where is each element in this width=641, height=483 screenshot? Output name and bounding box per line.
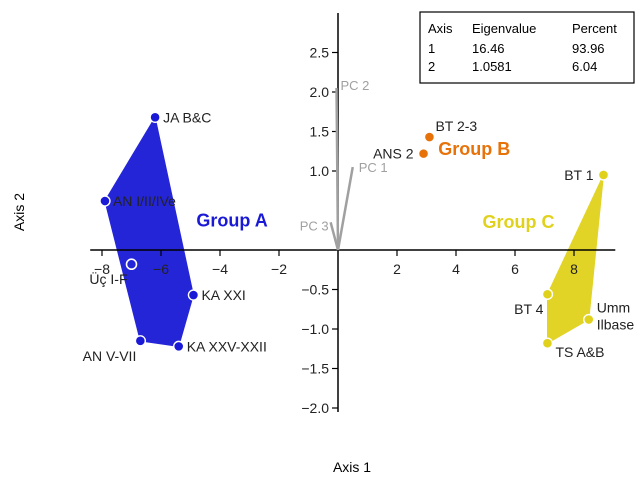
- point-label-bt-1: BT 1: [564, 167, 594, 183]
- y-tick-label: 2.5: [310, 45, 330, 61]
- table-cell: 2: [428, 59, 435, 74]
- y-tick-label: 1.5: [310, 124, 330, 140]
- y-tick-label: −2.0: [301, 400, 329, 416]
- x-tick-label: −8: [94, 261, 110, 277]
- eigenvalue-table: [419, 11, 635, 84]
- table-cell: 6.04: [572, 59, 597, 74]
- x-tick-label: −2: [271, 261, 287, 277]
- table-cell: 1: [428, 41, 435, 56]
- point-ja-b-c: [149, 111, 161, 123]
- group-label-group-a: Group A: [196, 210, 267, 230]
- x-tick-label: −4: [212, 261, 228, 277]
- point-an-i-ii-ive: [99, 195, 111, 207]
- point-i-f: [125, 258, 138, 271]
- y-tick-label: 1.0: [310, 163, 330, 179]
- x-axis-title: Axis 1: [333, 459, 371, 475]
- table-header-eigenvalue: Eigenvalue: [472, 21, 536, 36]
- point-label-an-v-vii: AN V-VII: [83, 348, 137, 364]
- y-tick-label: 2.0: [310, 84, 330, 100]
- point-label-ka-xxi: KA XXI: [201, 287, 245, 303]
- point-label-umm-ilbase: Umm Ilbase: [597, 300, 635, 333]
- x-tick-label: 8: [570, 261, 578, 277]
- point-ka-xxv-xxii: [172, 340, 185, 353]
- point-bt-1: [597, 169, 610, 181]
- x-tick-label: −6: [153, 261, 169, 277]
- y-tick-label: −1.0: [301, 321, 329, 337]
- table-header-percent: Percent: [572, 21, 617, 36]
- vector-label-pc-3: PC 3: [300, 218, 329, 233]
- table-header-axis: Axis: [428, 21, 453, 36]
- x-tick-label: 4: [452, 261, 460, 277]
- point-label-ka-xxv-xxii: KA XXV-XXII: [187, 338, 267, 354]
- point-ts-a-b: [541, 337, 554, 349]
- point-ka-xxi: [187, 289, 200, 301]
- point-label-bt-2-3: BT 2-3: [435, 118, 477, 134]
- point-label-bt-4: BT 4: [514, 301, 544, 317]
- vector-label-pc-2: PC 2: [341, 78, 370, 93]
- group-label-group-b: Group B: [438, 139, 510, 159]
- point-label-i-f: Üç I-F: [89, 270, 127, 287]
- x-tick-label: 6: [511, 261, 519, 277]
- table-cell: 16.46: [472, 41, 505, 56]
- vector-pc-3: [329, 222, 340, 251]
- vector-pc-2: [335, 88, 340, 251]
- point-label-ans-2: ANS 2: [373, 146, 414, 162]
- point-label-ja-b-c: JA B&C: [163, 109, 211, 125]
- table-cell: 1.0581: [472, 59, 512, 74]
- y-axis-title: Axis 2: [11, 193, 27, 231]
- vector-label-pc-1: PC 1: [359, 160, 388, 175]
- table-cell: 93.96: [572, 41, 605, 56]
- vector-pc-1: [336, 166, 354, 251]
- group-label-group-c: Group C: [483, 212, 555, 232]
- point-label-an-i-ii-ive: AN I/II/IVe: [113, 193, 176, 209]
- x-tick-label: 2: [393, 261, 401, 277]
- hull-group-a: [104, 115, 194, 347]
- point-umm-ilbase: [583, 313, 595, 326]
- point-bt-4: [541, 288, 554, 300]
- point-label-ts-a-b: TS A&B: [555, 344, 604, 360]
- y-tick-label: −1.5: [301, 361, 329, 377]
- point-ans-2: [417, 147, 430, 160]
- point-an-v-vii: [134, 335, 147, 347]
- hull-group-c: [547, 174, 604, 345]
- point-bt-2-3: [423, 131, 436, 143]
- y-tick-label: −0.5: [301, 282, 329, 298]
